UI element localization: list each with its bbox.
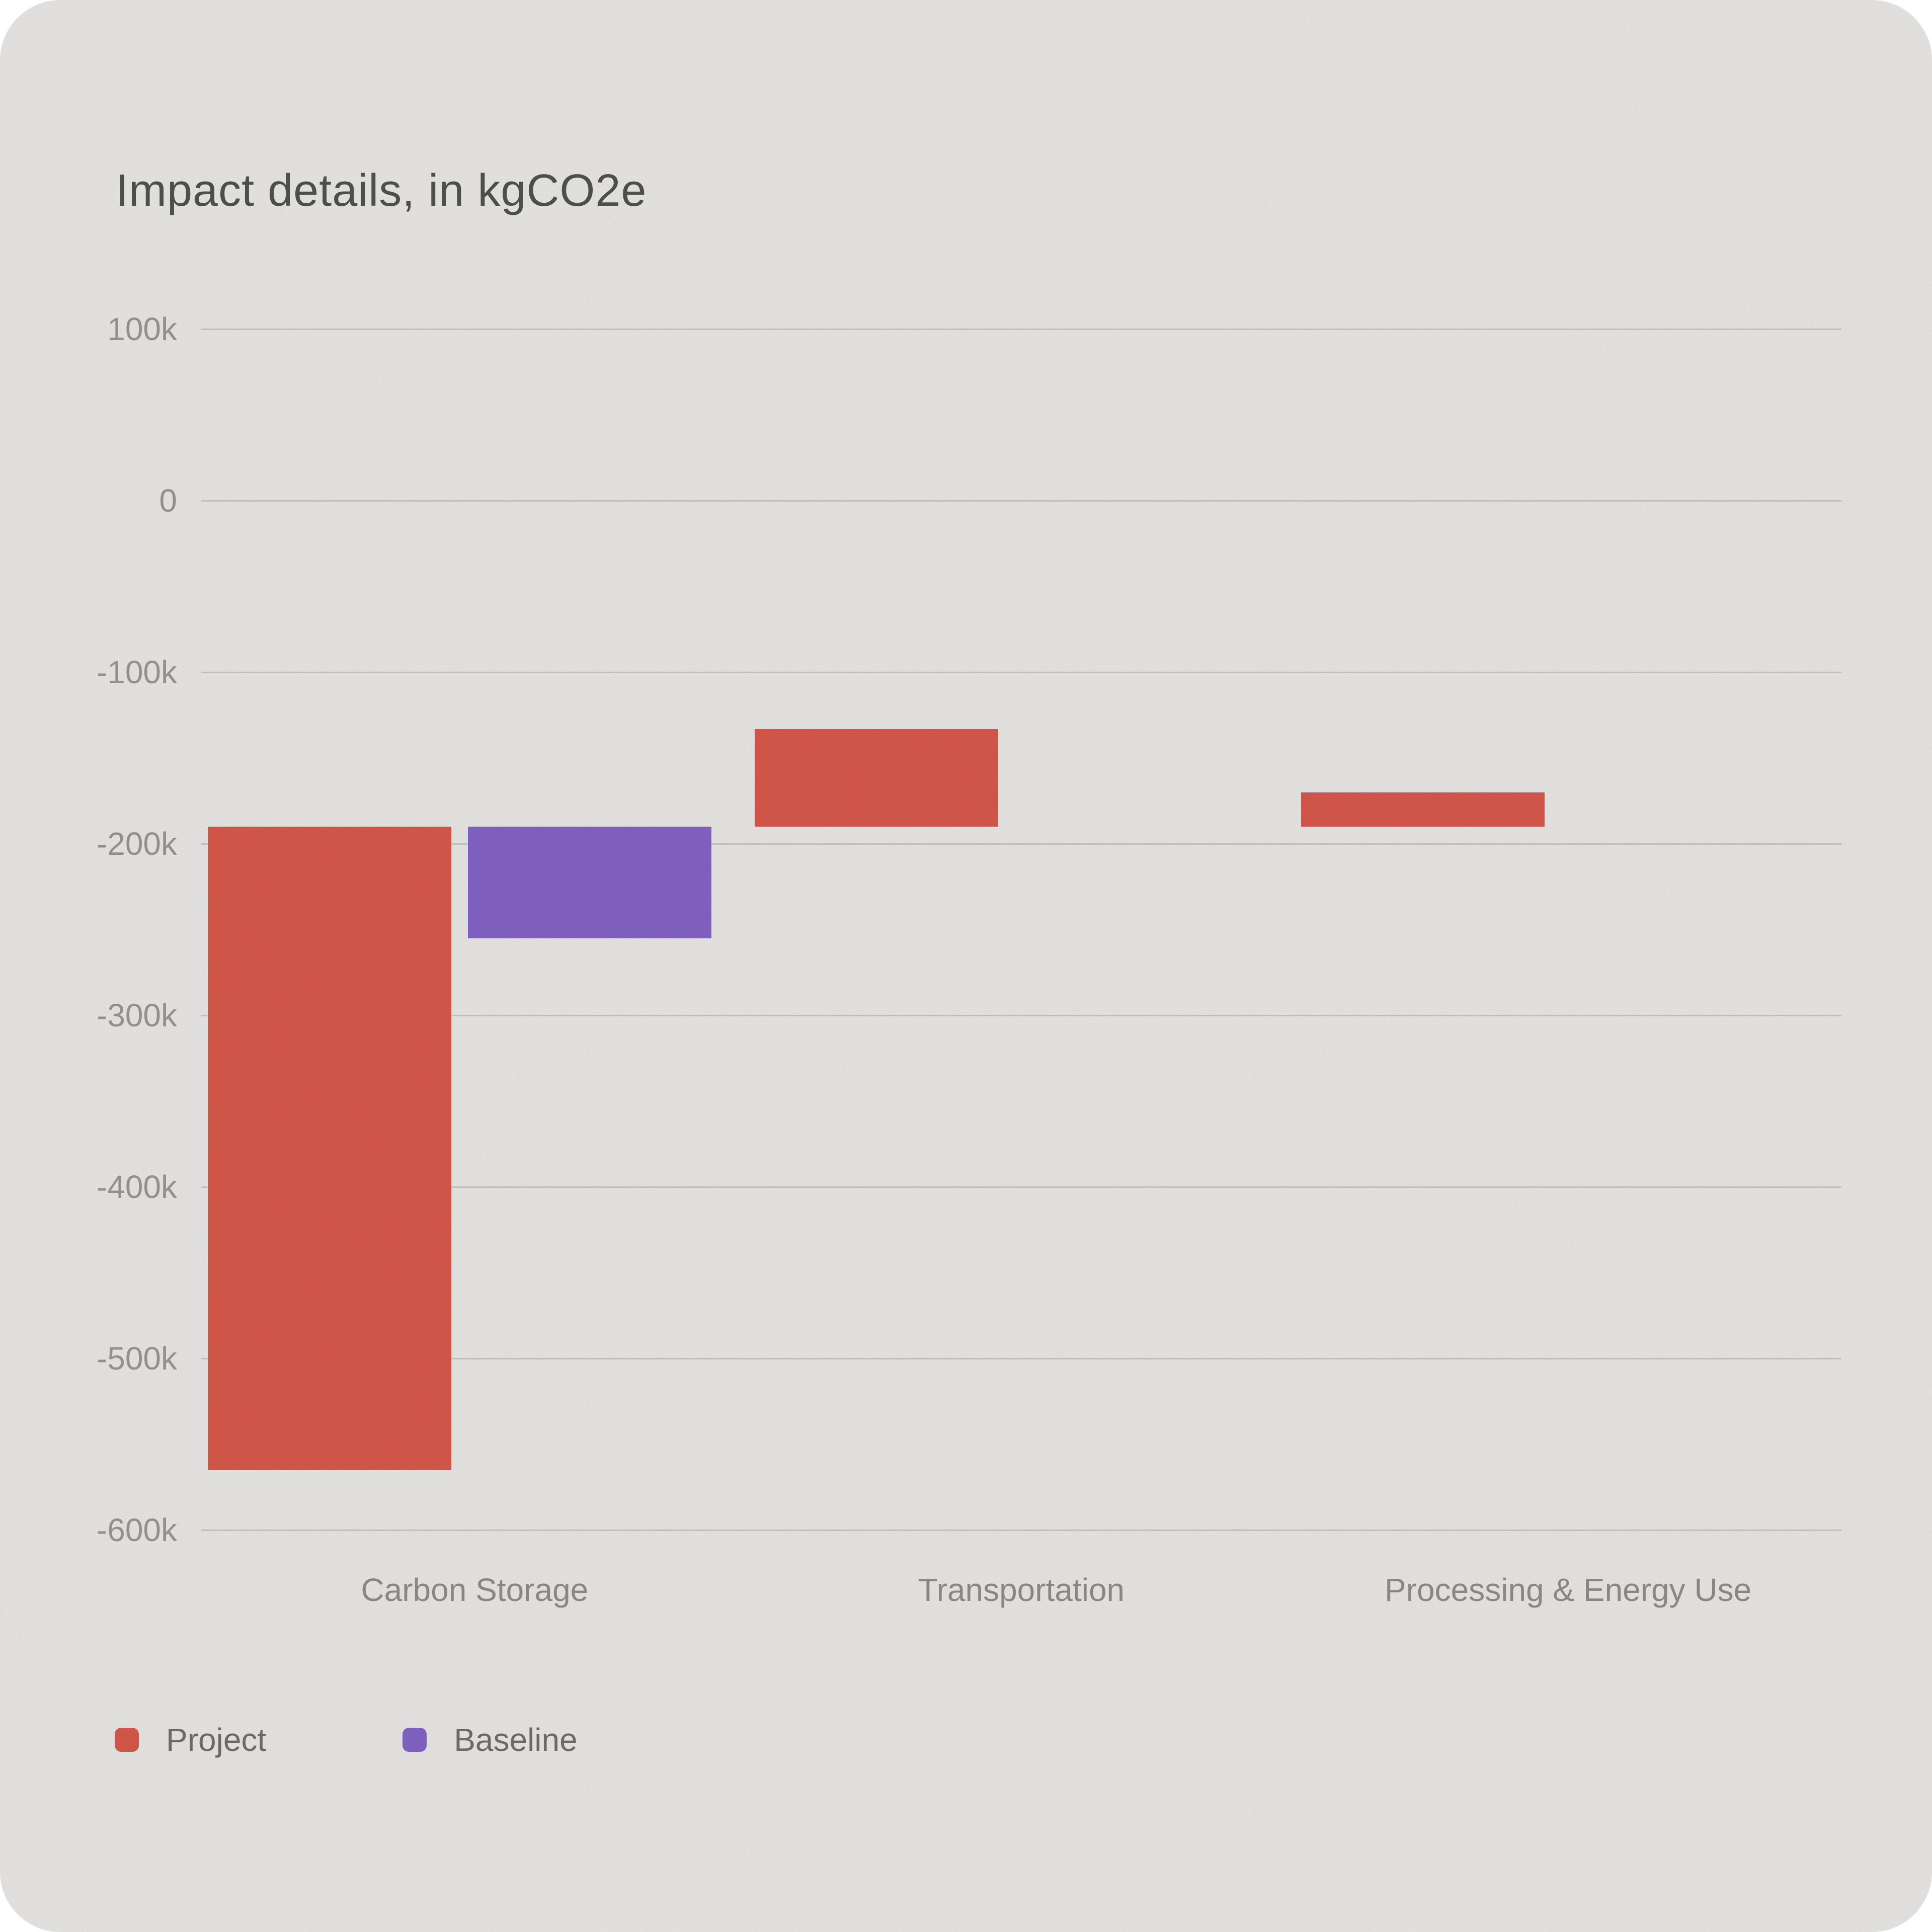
gridline (201, 500, 1841, 502)
bar-baseline-0 (468, 826, 711, 938)
y-axis-tick-label: -500k (96, 1340, 177, 1377)
project-swatch-icon (115, 1728, 139, 1752)
legend-label-project: Project (166, 1722, 267, 1758)
x-axis-category-label: Processing & Energy Use (1385, 1572, 1752, 1608)
gridline (201, 328, 1841, 330)
y-axis-tick-label: -300k (96, 997, 177, 1033)
y-axis-tick-label: -200k (96, 826, 177, 862)
y-axis-tick-label: 100k (107, 311, 177, 347)
bar-project-0 (208, 826, 451, 1470)
x-axis-category-label: Transportation (918, 1572, 1125, 1608)
legend-item-baseline: Baseline (403, 1719, 578, 1761)
x-axis-category-label: Carbon Storage (361, 1572, 589, 1608)
y-axis-tick-label: -400k (96, 1169, 177, 1205)
bar-project-2 (1301, 792, 1545, 827)
gridline (201, 671, 1841, 673)
baseline-swatch-icon (403, 1728, 427, 1752)
legend-item-project: Project (115, 1719, 266, 1761)
legend-label-baseline: Baseline (454, 1722, 578, 1758)
gridline (201, 1529, 1841, 1531)
y-axis-tick-label: 0 (159, 482, 177, 519)
y-axis-tick-label: -600k (96, 1512, 177, 1548)
legend: Project Baseline (115, 1719, 578, 1761)
bar-project-1 (754, 729, 998, 827)
y-axis-tick-label: -100k (96, 654, 177, 690)
